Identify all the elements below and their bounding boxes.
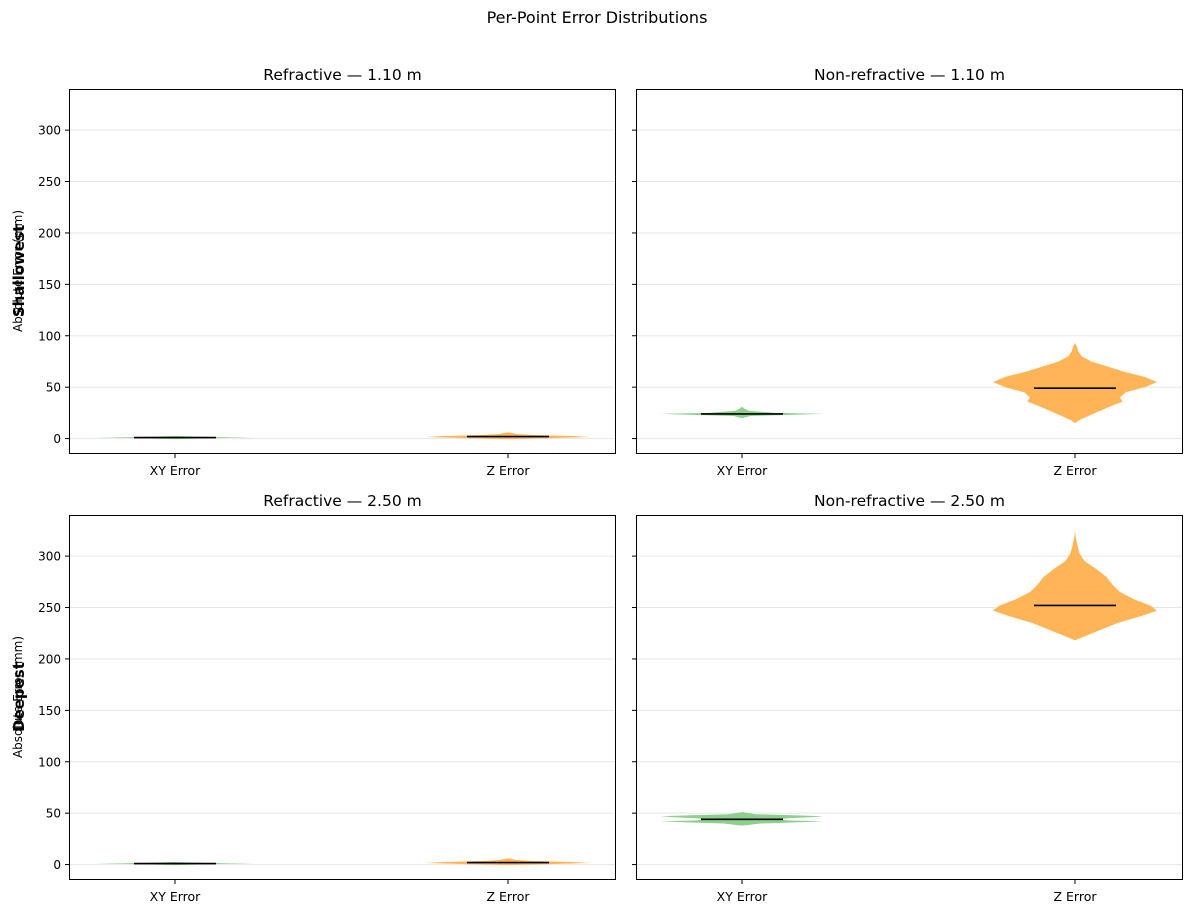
y-tick-label: 150: [38, 704, 61, 718]
x-tick-label: Z Error: [486, 889, 530, 904]
y-tick-label: 0: [53, 432, 61, 446]
y-tick-label: 300: [38, 124, 61, 138]
panels: 0 50 100 150 200 250 300 XY Error Z Error Refract…: [38, 66, 1183, 904]
ylabel-top: Absolute Error (mm): [11, 210, 25, 332]
violin-xy: [660, 406, 824, 418]
y-tick-label: 50: [46, 807, 61, 821]
y-tick-label: 200: [38, 652, 61, 666]
panel-4: XY Error Z Error Non-refractive — 2.50 m: [632, 492, 1183, 904]
y-tick-label: 300: [38, 550, 61, 564]
y-tick-label: 0: [53, 858, 61, 872]
row-label-deepest: Deepest: [10, 662, 28, 732]
axes-frame: [69, 515, 616, 880]
x-tick-label: Z Error: [486, 463, 530, 478]
ylabel-bottom: Absolute Error (mm): [11, 636, 25, 758]
y-tick-label: 250: [38, 601, 61, 615]
violin-z: [993, 530, 1157, 641]
x-tick-label: Z Error: [1053, 463, 1097, 478]
y-tick-label: 50: [46, 381, 61, 395]
x-tick-label: XY Error: [150, 463, 202, 478]
y-tick-label: 250: [38, 175, 61, 189]
x-tick-label: XY Error: [150, 889, 202, 904]
panel-3: 0 50 100 150 200 250 300 XY Error Z Error Refract…: [38, 492, 616, 904]
y-tick-label: 150: [38, 278, 61, 292]
axes-frame: [636, 515, 1183, 880]
y-tick-label: 100: [38, 329, 61, 343]
row-label-shallowest: Shallowest: [10, 225, 28, 317]
x-tick-label: XY Error: [717, 463, 769, 478]
panel-2: XY Error Z Error Non-refractive — 1.10 m: [632, 66, 1183, 478]
panel-1: 0 50 100 150 200 250 300 XY Error Z Error Refract…: [38, 66, 616, 478]
panel-title: Refractive — 2.50 m: [263, 492, 421, 510]
panel-title: Refractive — 1.10 m: [263, 66, 421, 84]
x-tick-label: XY Error: [717, 889, 769, 904]
axes-frame: [636, 89, 1183, 454]
panel-title: Non-refractive — 1.10 m: [814, 66, 1005, 84]
x-tick-label: Z Error: [1053, 889, 1097, 904]
y-tick-label: 100: [38, 755, 61, 769]
figure-title: Per-Point Error Distributions: [487, 8, 708, 27]
panel-title: Non-refractive — 2.50 m: [814, 492, 1005, 510]
y-tick-label: 200: [38, 226, 61, 240]
violin-z: [993, 343, 1157, 424]
axes-frame: [69, 89, 616, 454]
